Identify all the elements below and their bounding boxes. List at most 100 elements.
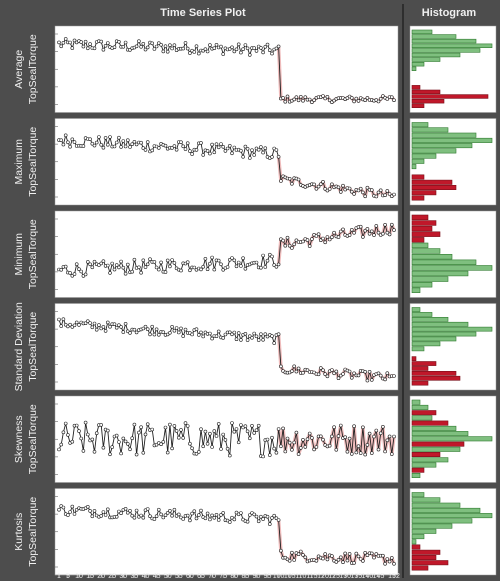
- data-point: [208, 331, 212, 336]
- data-point: [128, 447, 132, 452]
- data-point: [161, 330, 166, 335]
- x-tick-label: 50: [164, 573, 172, 580]
- data-point: [287, 243, 292, 248]
- histogram-bar: [411, 248, 441, 254]
- data-point: [81, 449, 86, 453]
- data-point: [199, 508, 203, 513]
- data-point: [139, 425, 143, 430]
- x-tick-label: 110: [295, 573, 306, 580]
- data-point: [392, 192, 396, 197]
- histogram-bar: [411, 38, 477, 44]
- data-point: [254, 334, 259, 339]
- data-point: [88, 321, 92, 325]
- data-point: [70, 46, 75, 50]
- data-point: [106, 320, 110, 325]
- data-point: [57, 507, 61, 512]
- chart-row-2: Maximum TopSealTorque: [13, 118, 497, 206]
- data-point: [356, 99, 361, 103]
- histogram-bar: [411, 103, 425, 109]
- data-point: [365, 443, 370, 447]
- data-point: [389, 452, 394, 456]
- time-series-title: Time Series Plot: [160, 7, 246, 19]
- data-point: [106, 41, 110, 45]
- data-point: [365, 185, 370, 190]
- data-point: [327, 98, 332, 103]
- data-point: [210, 142, 214, 147]
- data-point: [172, 43, 177, 48]
- data-point: [316, 372, 321, 377]
- data-point: [216, 329, 221, 334]
- data-point: [290, 447, 294, 452]
- data-point: [214, 434, 219, 438]
- data-point: [212, 515, 217, 520]
- data-point: [239, 50, 243, 55]
- data-point: [150, 427, 154, 432]
- data-point: [374, 224, 379, 228]
- data-point: [203, 47, 208, 52]
- histogram-bar: [411, 85, 421, 90]
- histogram-bar: [411, 143, 473, 149]
- data-point: [252, 153, 256, 157]
- data-point: [230, 256, 234, 260]
- data-point: [352, 231, 356, 235]
- data-point: [381, 424, 385, 429]
- data-point: [112, 267, 117, 272]
- data-point: [143, 265, 148, 269]
- data-point: [121, 265, 126, 270]
- data-point: [216, 258, 221, 263]
- data-point: [248, 53, 252, 57]
- data-point: [101, 259, 106, 264]
- data-point: [228, 520, 232, 524]
- histogram-bar: [411, 164, 417, 170]
- histogram-bar: [411, 214, 429, 221]
- histogram-bar: [411, 158, 425, 164]
- data-point: [143, 47, 148, 52]
- data-point: [318, 182, 323, 186]
- data-point: [256, 338, 261, 342]
- x-tick-label: 100: [273, 573, 285, 580]
- data-point: [183, 327, 188, 332]
- histogram-bar: [411, 331, 477, 337]
- data-point: [132, 257, 137, 262]
- data-point: [276, 155, 281, 159]
- histogram-bar: [411, 307, 421, 312]
- data-point: [165, 511, 170, 515]
- data-point: [168, 330, 172, 335]
- data-point: [154, 514, 159, 519]
- data-point: [387, 192, 392, 196]
- histogram-bar: [411, 420, 449, 426]
- data-point: [250, 335, 254, 340]
- data-point: [181, 517, 185, 521]
- data-point: [86, 504, 90, 509]
- data-point: [150, 324, 154, 329]
- data-point: [201, 334, 205, 339]
- data-point: [369, 551, 374, 556]
- data-point: [327, 237, 332, 242]
- data-point: [250, 148, 254, 152]
- data-point: [145, 262, 150, 267]
- data-point: [61, 317, 66, 322]
- data-point: [392, 98, 396, 102]
- data-point: [94, 327, 99, 332]
- data-point: [70, 504, 75, 509]
- data-point: [345, 449, 350, 454]
- histogram-bar: [411, 94, 489, 99]
- data-point: [387, 559, 392, 564]
- data-point: [108, 324, 112, 329]
- data-point: [281, 238, 285, 243]
- data-point: [245, 338, 250, 342]
- data-point: [392, 228, 396, 232]
- x-tick-label: 145: [373, 573, 385, 580]
- data-point: [228, 330, 232, 335]
- data-point: [72, 272, 77, 276]
- data-point: [287, 440, 292, 445]
- data-point: [88, 509, 92, 513]
- x-tick-label: 5: [66, 573, 70, 580]
- histogram-bar: [411, 356, 417, 362]
- data-point: [281, 426, 285, 431]
- data-point: [185, 424, 190, 428]
- data-point: [63, 133, 68, 138]
- data-point: [287, 558, 292, 563]
- histogram-bar: [411, 492, 425, 498]
- histogram-bar: [411, 153, 437, 159]
